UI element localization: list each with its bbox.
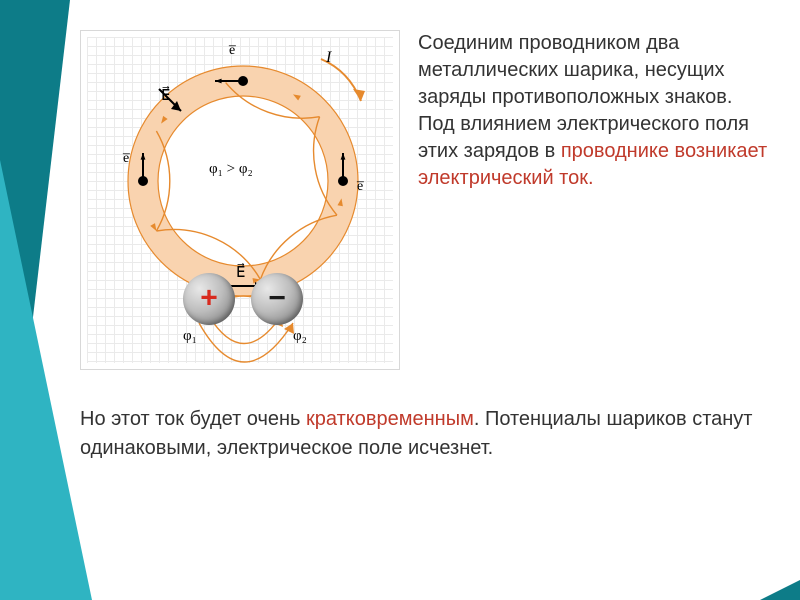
label-e-right: e̅ [357, 179, 363, 195]
label-E-bottom: E⃗ [236, 263, 245, 282]
label-I: I [326, 49, 331, 67]
label-e-left: e̅ [123, 151, 129, 167]
sphere-positive: + [183, 273, 235, 325]
minus-sign: − [268, 281, 286, 315]
plus-sign: + [200, 281, 218, 315]
sphere-negative: − [251, 273, 303, 325]
bottom-a: Но этот ток будет очень [80, 408, 306, 430]
side-paragraph: Соединим проводником два металлических ш… [418, 30, 770, 192]
label-phi1: φ₁ [183, 328, 197, 345]
label-phi2: φ₂ [293, 328, 307, 345]
label-phi-ineq: φ₁ > φ₂ [209, 161, 253, 178]
label-E-topleft: E⃗ [161, 86, 170, 105]
slide-content: + − e̅ e̅ e̅ E⃗ E⃗ I φ₁ > φ₂ φ₁ φ₂ Соеди… [0, 0, 800, 600]
label-e-top: e̅ [229, 43, 235, 59]
diagram: + − e̅ e̅ e̅ E⃗ E⃗ I φ₁ > φ₂ φ₁ φ₂ [80, 30, 400, 370]
bottom-b: кратковременным [306, 408, 474, 430]
bottom-paragraph: Но этот ток будет очень кратковременным.… [80, 405, 760, 463]
